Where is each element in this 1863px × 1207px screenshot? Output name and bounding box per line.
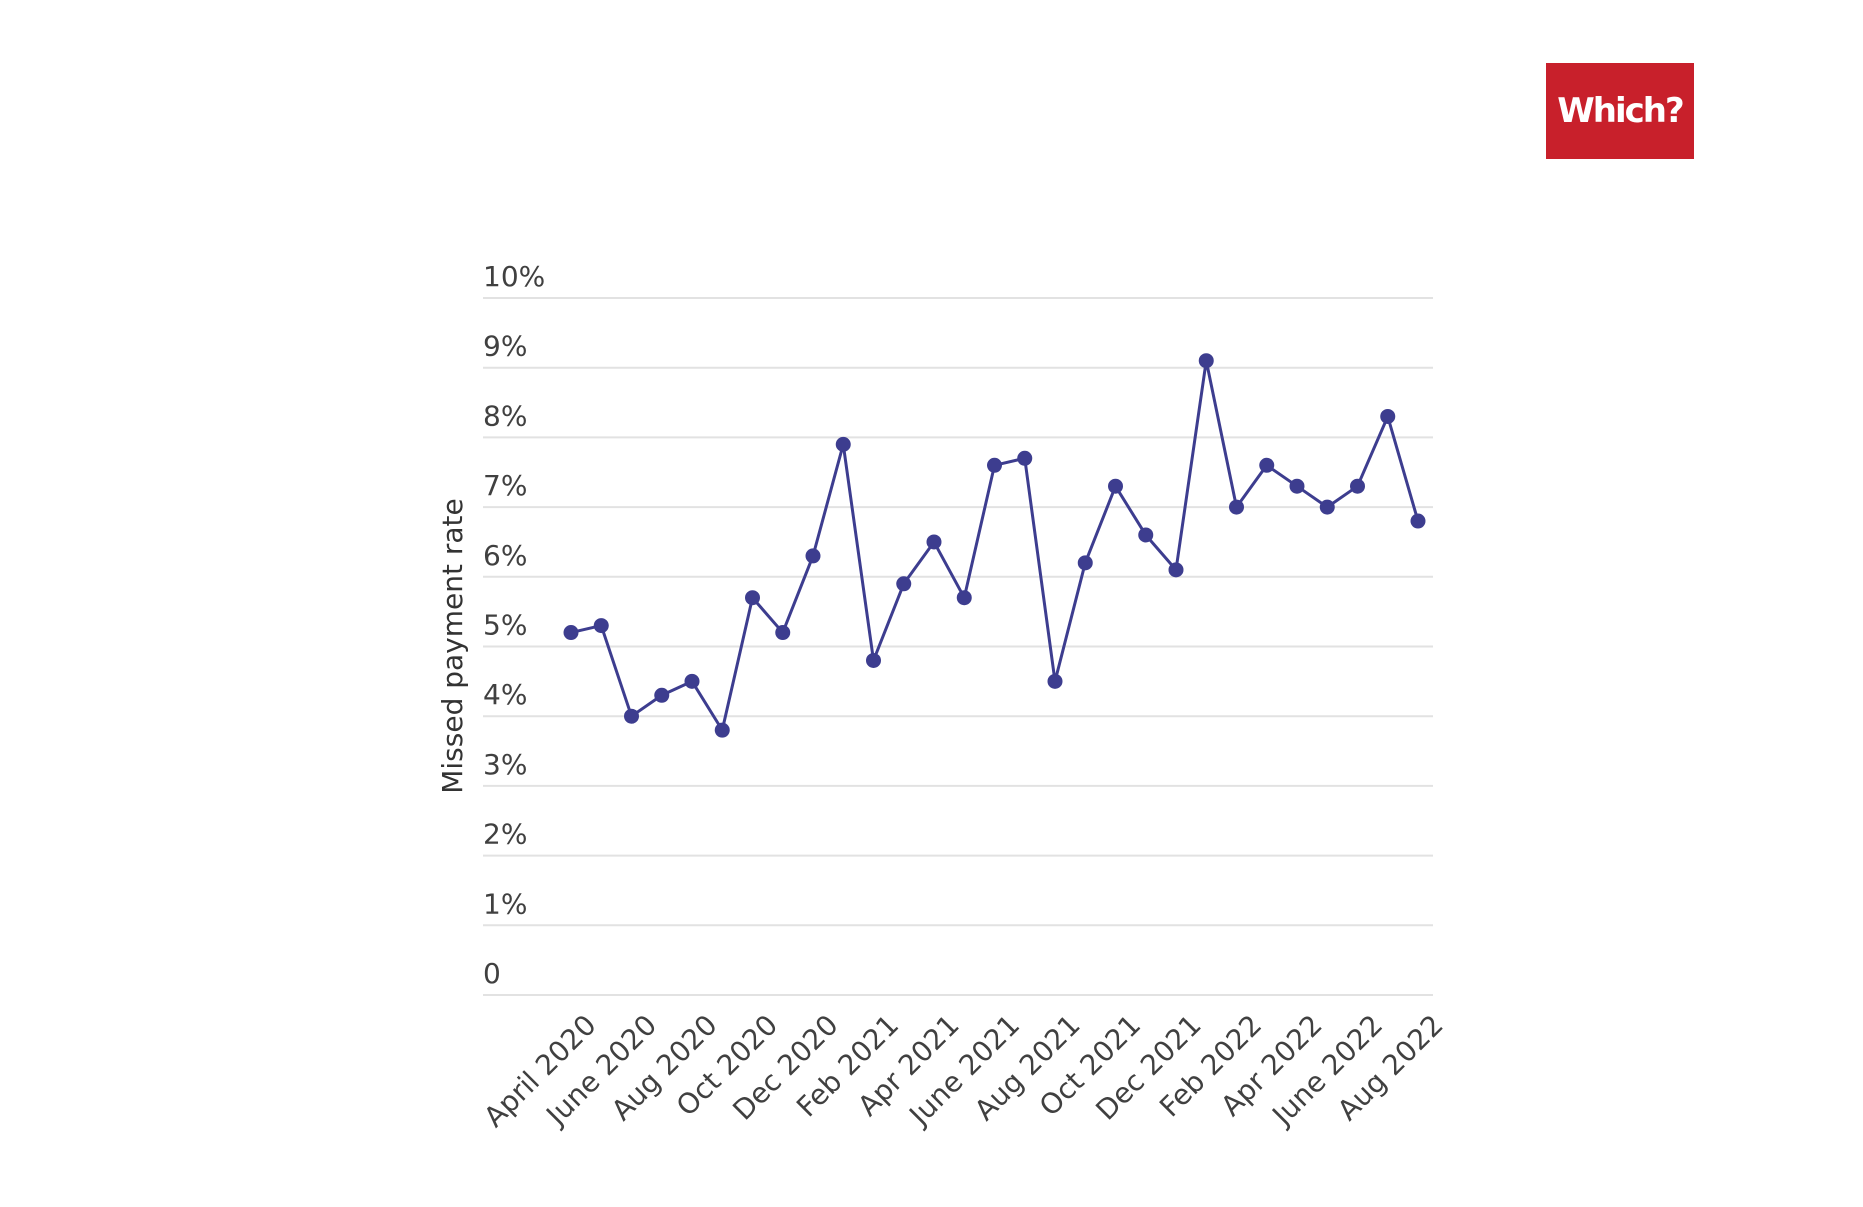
data-point[interactable] (1108, 478, 1123, 494)
y-tick-label: 6% (483, 539, 527, 572)
data-point[interactable] (684, 673, 700, 689)
data-point[interactable] (896, 576, 912, 592)
data-point[interactable] (987, 457, 1002, 473)
which-logo: Which? (1546, 63, 1694, 159)
y-tick-label: 9% (483, 330, 527, 363)
data-point[interactable] (1350, 478, 1365, 494)
data-point[interactable] (1229, 499, 1244, 515)
data-point[interactable] (926, 534, 942, 550)
data-point[interactable] (1198, 353, 1214, 369)
y-tick-label: 10% (483, 260, 545, 293)
data-point[interactable] (1289, 478, 1305, 494)
data-point[interactable] (1319, 499, 1335, 515)
data-point[interactable] (1410, 513, 1426, 529)
series-points (563, 353, 1426, 738)
data-point[interactable] (1259, 457, 1275, 473)
data-point[interactable] (593, 618, 609, 634)
y-tick-label: 5% (483, 609, 527, 642)
series-line (570, 359, 1420, 732)
data-point[interactable] (563, 625, 579, 641)
data-point[interactable] (1047, 673, 1063, 689)
data-point[interactable] (1168, 562, 1184, 578)
y-tick-label: 7% (483, 469, 527, 502)
gridlines (483, 297, 1433, 996)
y-tick-label: 0 (483, 957, 501, 990)
y-tick-label: 8% (483, 399, 527, 432)
data-point[interactable] (745, 590, 760, 606)
data-point[interactable] (1077, 555, 1093, 571)
y-tick-label: 4% (483, 678, 527, 711)
y-axis-ticks: 0 1% 2% 3% 4% 5% 6% 7% 8% 9% 10% (483, 260, 545, 990)
y-axis-title: Missed payment rate (436, 498, 469, 794)
data-point[interactable] (866, 652, 881, 668)
data-point[interactable] (956, 590, 972, 606)
which-logo-text: Which? (1557, 91, 1684, 131)
data-point[interactable] (1017, 450, 1033, 466)
y-tick-label: 2% (483, 818, 527, 851)
y-tick-label: 3% (483, 748, 527, 781)
data-point[interactable] (714, 722, 730, 738)
series-line-group (570, 359, 1420, 732)
y-tick-label: 1% (483, 887, 527, 920)
data-point[interactable] (1380, 408, 1396, 424)
data-point[interactable] (1138, 527, 1154, 543)
data-point[interactable] (805, 548, 821, 564)
data-point[interactable] (624, 708, 639, 724)
data-point[interactable] (775, 625, 791, 641)
data-point[interactable] (835, 436, 851, 452)
data-point[interactable] (654, 687, 670, 703)
